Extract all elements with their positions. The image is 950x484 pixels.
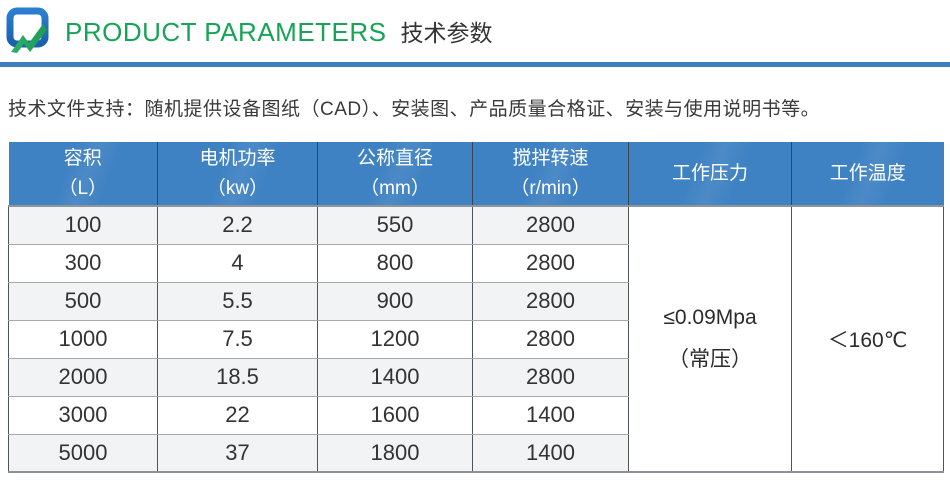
- parameters-table: 容积 （L） 电机功率 （kw） 公称直径 （mm） 搅拌转速 （r/min） …: [8, 142, 944, 473]
- cell-stir-speed: 2800: [472, 358, 629, 397]
- cell-working-temperature: ＜160℃: [791, 206, 944, 472]
- tech-support-note: 技术文件支持：随机提供设备图纸（CAD）、安装图、产品质量合格证、安装与使用说明…: [8, 99, 821, 120]
- cell-motor-power: 37: [157, 434, 318, 473]
- col-header-working-temperature: 工作温度: [791, 142, 944, 207]
- col-header-line: 电机功率: [199, 148, 276, 170]
- col-header-motor-power: 电机功率 （kw）: [157, 142, 318, 207]
- cell-stir-speed: 2800: [472, 320, 629, 359]
- cell-stir-speed: 2800: [472, 244, 629, 283]
- cell-nominal-diameter: 900: [317, 282, 473, 321]
- cell-volume: 2000: [8, 358, 158, 397]
- cell-volume: 100: [8, 206, 158, 245]
- col-header-line: 公称直径: [356, 148, 433, 170]
- cell-nominal-diameter: 800: [317, 244, 473, 283]
- cell-stir-speed: 2800: [472, 282, 629, 321]
- cell-motor-power: 7.5: [157, 320, 318, 359]
- cell-stir-speed: 1400: [472, 434, 629, 473]
- table-row: 100 2.2 550 2800 ≤0.09Mpa （常压） ＜160℃: [8, 206, 944, 472]
- cell-volume: 3000: [8, 396, 158, 435]
- cell-nominal-diameter: 550: [317, 206, 473, 245]
- col-header-line: （mm）: [360, 177, 430, 199]
- table-row: 500 5.5 900 2800: [8, 282, 944, 321]
- col-header-line: 搅拌转速: [512, 148, 589, 170]
- col-header-line: （L）: [58, 177, 108, 199]
- pressure-value: ≤0.09Mpa: [663, 305, 757, 329]
- col-header-line: （r/min）: [510, 177, 591, 199]
- col-header-volume: 容积 （L）: [8, 142, 158, 207]
- table-body: 100 2.2 550 2800 ≤0.09Mpa （常压） ＜160℃ 300…: [8, 206, 944, 473]
- pressure-note: （常压）: [668, 347, 752, 371]
- cell-volume: 5000: [8, 434, 158, 473]
- cell-nominal-diameter: 1800: [317, 434, 473, 473]
- cell-motor-power: 2.2: [157, 206, 318, 245]
- table-row: 3000 22 1600 1400: [8, 396, 944, 435]
- cell-nominal-diameter: 1200: [317, 320, 473, 359]
- cell-motor-power: 18.5: [157, 358, 318, 397]
- cell-nominal-diameter: 1400: [317, 358, 473, 397]
- col-header-line: 容积: [63, 148, 102, 170]
- table-row: 5000 37 1800 1400: [8, 434, 944, 473]
- cell-working-pressure: ≤0.09Mpa （常压）: [628, 206, 792, 472]
- col-header-line: （kw）: [206, 177, 269, 199]
- section-header: PRODUCT PARAMETERS 技术参数: [0, 0, 950, 62]
- cell-stir-speed: 1400: [472, 396, 629, 435]
- section-title-en: PRODUCT PARAMETERS: [65, 17, 387, 47]
- section-title-zh: 技术参数: [400, 20, 493, 46]
- col-header-working-pressure: 工作压力: [628, 142, 792, 207]
- brand-logo-icon: [5, 7, 55, 55]
- table-header: 容积 （L） 电机功率 （kw） 公称直径 （mm） 搅拌转速 （r/min） …: [8, 142, 944, 207]
- cell-volume: 1000: [8, 320, 158, 359]
- col-header-stir-speed: 搅拌转速 （r/min）: [472, 142, 629, 207]
- table-header-row: 容积 （L） 电机功率 （kw） 公称直径 （mm） 搅拌转速 （r/min） …: [8, 142, 944, 207]
- col-header-nominal-diameter: 公称直径 （mm）: [317, 142, 473, 207]
- cell-motor-power: 4: [157, 244, 318, 283]
- table-row: 1000 7.5 1200 2800: [8, 320, 944, 359]
- cell-stir-speed: 2800: [472, 206, 629, 245]
- cell-volume: 500: [8, 282, 158, 321]
- table-row: 300 4 800 2800: [8, 244, 944, 283]
- cell-motor-power: 5.5: [157, 282, 318, 321]
- header-divider: [0, 62, 950, 67]
- section-title: PRODUCT PARAMETERS 技术参数: [65, 14, 493, 48]
- cell-nominal-diameter: 1600: [317, 396, 473, 435]
- table-row: 2000 18.5 1400 2800: [8, 358, 944, 397]
- cell-motor-power: 22: [157, 396, 318, 435]
- cell-volume: 300: [8, 244, 158, 283]
